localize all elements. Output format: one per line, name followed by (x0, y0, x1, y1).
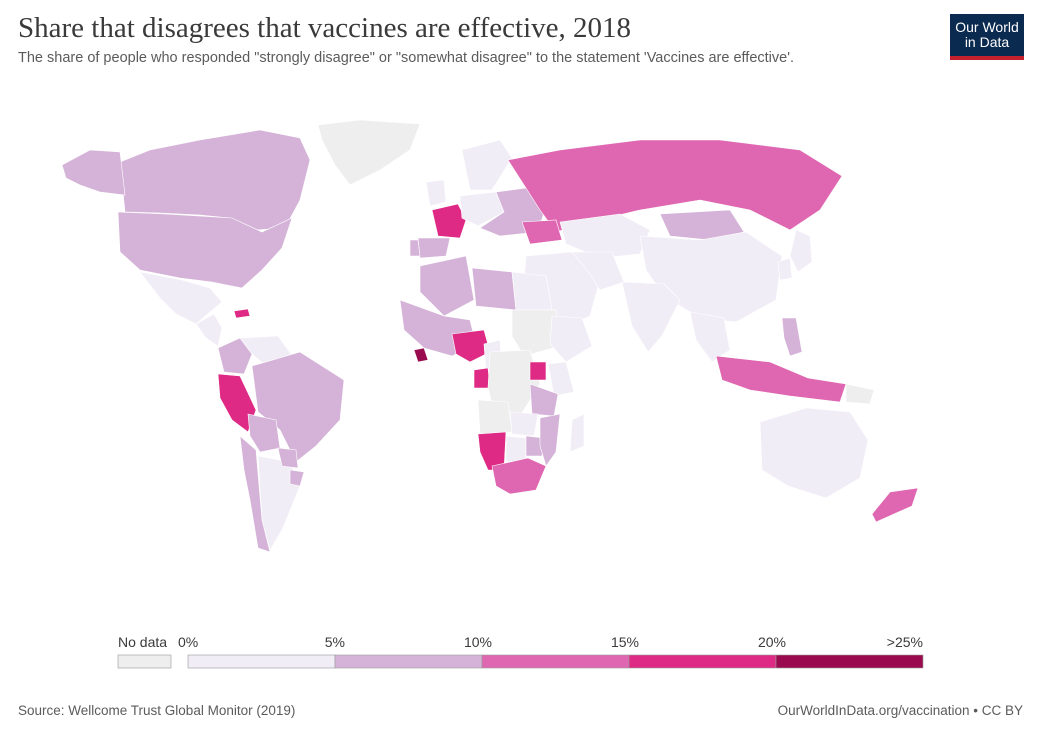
legend-tick-label: 15% (611, 634, 639, 650)
region-libya[interactable] (471, 267, 517, 311)
region-nigeria[interactable] (451, 329, 491, 363)
legend-swatch-3[interactable] (628, 654, 777, 669)
region-united-states[interactable] (117, 211, 293, 289)
region-mexico[interactable] (139, 271, 223, 325)
color-legend: No data 0% 5% 10% 15% 20% >25% (117, 634, 924, 669)
region-new-zealand[interactable] (871, 487, 919, 523)
region-paraguay[interactable] (277, 447, 299, 469)
legend-swatch-2[interactable] (481, 654, 630, 669)
legend-tick-label: 20% (758, 634, 786, 650)
chart-subtitle: The share of people who responded "stron… (18, 50, 794, 66)
region-zimbabwe[interactable] (525, 435, 545, 457)
region-botswana[interactable] (505, 435, 527, 463)
region-united-kingdom[interactable] (425, 179, 447, 207)
legend-swatch-0[interactable] (187, 654, 336, 669)
world-map (61, 119, 919, 553)
region-kazakhstan[interactable] (559, 213, 651, 259)
owid-logo[interactable]: Our World in Data (950, 14, 1024, 60)
region-liberia[interactable] (413, 347, 429, 363)
region-canada[interactable] (119, 129, 311, 231)
source-note: Source: Wellcome Trust Global Monitor (2… (18, 703, 296, 718)
region-uruguay[interactable] (289, 469, 305, 487)
legend-no-data-label: No data (118, 634, 167, 650)
legend-tick-label: 0% (178, 634, 198, 650)
region-kenya[interactable] (547, 361, 575, 397)
region-papua-new-guinea[interactable] (845, 383, 875, 405)
region-egypt[interactable] (511, 271, 553, 311)
region-peru[interactable] (217, 373, 257, 433)
region-uganda[interactable] (529, 361, 547, 381)
region-madagascar[interactable] (569, 413, 585, 453)
region-australia[interactable] (759, 407, 869, 499)
region-colombia[interactable] (217, 337, 253, 375)
region-korea[interactable] (777, 257, 793, 281)
region-algeria[interactable] (419, 255, 475, 317)
region-southeast-asia[interactable] (689, 311, 731, 363)
region-mozambique[interactable] (539, 413, 561, 467)
legend-tick-label: >25% (887, 634, 923, 650)
region-central-europe[interactable] (459, 191, 505, 227)
region-chile[interactable] (239, 435, 271, 553)
region-greenland[interactable] (317, 119, 421, 186)
region-scandinavia[interactable] (461, 139, 513, 191)
region-iran[interactable] (571, 251, 625, 291)
region-japan[interactable] (789, 229, 813, 273)
logo-line-1: Our World (955, 19, 1019, 35)
region-central-america[interactable] (195, 313, 223, 347)
region-france[interactable] (431, 203, 467, 239)
region-haiti[interactable] (233, 308, 251, 319)
region-zambia[interactable] (509, 411, 539, 437)
legend-tick-label: 10% (464, 634, 492, 650)
legend-swatch-1[interactable] (334, 654, 483, 669)
region-sudan[interactable] (511, 309, 561, 357)
legend-swatch-4[interactable] (775, 654, 924, 669)
credit-link[interactable]: OurWorldInData.org/vaccination • CC BY (777, 703, 1023, 718)
region-bolivia[interactable] (247, 413, 281, 453)
region-philippines[interactable] (781, 317, 803, 357)
region-gabon[interactable] (473, 367, 491, 389)
legend-no-data-swatch (117, 654, 172, 669)
region-indonesia[interactable] (715, 355, 847, 403)
chart-title: Share that disagrees that vaccines are e… (18, 12, 632, 44)
legend-tick-label: 5% (325, 634, 345, 650)
region-portugal[interactable] (409, 239, 421, 257)
logo-line-2: in Data (964, 34, 1010, 50)
region-spain[interactable] (417, 237, 451, 259)
region-angola[interactable] (477, 399, 513, 435)
region-south-africa[interactable] (491, 457, 547, 495)
region-india[interactable] (621, 281, 681, 353)
region-alaska[interactable] (61, 149, 126, 196)
region-ukraine[interactable] (521, 219, 563, 245)
region-ethiopia[interactable] (549, 315, 593, 363)
